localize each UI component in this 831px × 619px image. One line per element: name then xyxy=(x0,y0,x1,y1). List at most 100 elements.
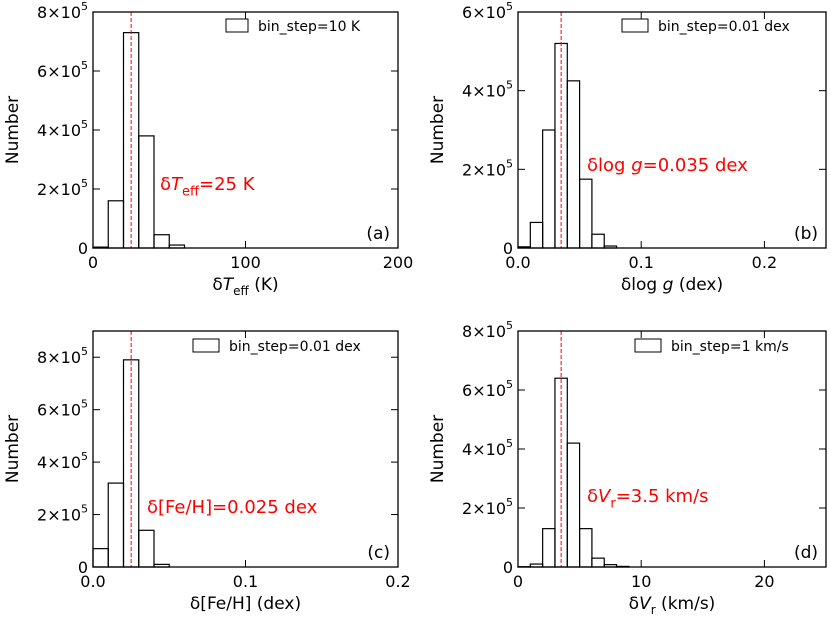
histogram-bar xyxy=(92,548,109,568)
y-tick-label: 8×105 xyxy=(37,345,88,367)
y-axis-label: Number xyxy=(3,415,23,483)
x-tick-label: 10 xyxy=(631,572,651,591)
panel-c: 0.0 0.1 0.2 0 2×105 4×105 6×105 8×105 δ[Fe/H] (d… xyxy=(3,330,411,614)
histogram-bar xyxy=(591,233,605,249)
histogram-bar xyxy=(578,178,593,249)
legend-swatch xyxy=(621,18,649,33)
label-sub: r xyxy=(610,496,616,511)
y-axis-label: Number xyxy=(428,415,448,483)
histogram-bar xyxy=(566,442,581,568)
y-tick-label: 2×105 xyxy=(462,157,513,179)
label-text: δ[Fe/H] (dex) xyxy=(190,594,301,614)
x-tick-label: 0.0 xyxy=(505,253,530,272)
axes-frame xyxy=(517,330,827,568)
median-annotation: δ[Fe/H]=0.025 dex xyxy=(147,497,318,518)
label-sub: eff xyxy=(182,184,200,199)
label-text: δ[Fe/H]=0.025 dex xyxy=(147,497,318,518)
label-sub: r xyxy=(651,603,656,617)
y-tick-label: 4×105 xyxy=(462,79,513,101)
y-tick-label: 2×105 xyxy=(37,503,88,525)
y-tick-label: 4×105 xyxy=(462,437,513,459)
x-tick-label: 200 xyxy=(383,253,414,272)
label-text: =3.5 km/s xyxy=(616,486,709,507)
x-tick-label: 0.0 xyxy=(80,572,105,591)
histogram-bar xyxy=(566,80,581,249)
y-axis-label: Number xyxy=(428,96,448,164)
x-axis-label: δTeff (K) xyxy=(212,275,278,298)
histogram-bar xyxy=(542,129,556,249)
label-var: T xyxy=(223,275,235,295)
y-tick-label: 0 xyxy=(503,558,513,577)
x-tick-label: 0 xyxy=(513,572,523,591)
label-text: δlog xyxy=(587,155,631,176)
label-text: (km/s) xyxy=(656,594,716,614)
label-var: V xyxy=(639,594,652,614)
histogram-bar xyxy=(138,529,155,568)
label-var: g xyxy=(631,155,642,176)
label-text: (dex) xyxy=(673,275,723,295)
y-tick-label: 6×105 xyxy=(462,0,513,22)
panel-label: (d) xyxy=(794,543,818,563)
label-text: (K) xyxy=(249,275,279,295)
x-axis-label: δVr (km/s) xyxy=(629,594,716,617)
median-annotation: δVr=3.5 km/s xyxy=(587,486,709,511)
histogram-bar xyxy=(529,221,544,249)
x-tick-label: 0.2 xyxy=(752,253,777,272)
y-tick-label: 2×105 xyxy=(462,496,513,518)
panel-label: (c) xyxy=(367,543,390,563)
legend-label: bin_step=1 km/s xyxy=(671,339,789,355)
histogram-bar xyxy=(138,135,155,249)
label-text: δ xyxy=(629,594,639,614)
label-var: g xyxy=(663,275,674,295)
y-tick-label: 2×105 xyxy=(37,177,88,199)
histogram-bar xyxy=(591,557,605,568)
legend-swatch xyxy=(192,338,220,353)
axes-frame xyxy=(517,11,827,249)
x-tick-label: 0.2 xyxy=(385,572,410,591)
y-tick-label: 8×105 xyxy=(37,0,88,22)
label-text: δ xyxy=(160,174,171,195)
legend-label: bin_step=0.01 dex xyxy=(229,339,361,355)
x-axis-label: δ[Fe/H] (dex) xyxy=(190,594,301,614)
x-tick-label: 0.1 xyxy=(628,253,653,272)
x-tick-label: 20 xyxy=(754,572,774,591)
label-text: =25 K xyxy=(199,174,256,195)
label-text: δ xyxy=(212,275,222,295)
y-tick-label: 4×105 xyxy=(37,118,88,140)
label-text: δ xyxy=(587,486,598,507)
x-tick-label: 100 xyxy=(230,253,261,272)
label-sub: eff xyxy=(233,284,249,298)
x-axis-label: δlog g (dex) xyxy=(621,275,723,295)
label-var: T xyxy=(171,174,184,195)
legend-swatch xyxy=(634,338,662,353)
legend-label: bin_step=10 K xyxy=(258,19,361,35)
histogram-bar xyxy=(107,482,125,568)
y-tick-label: 6×105 xyxy=(462,378,513,400)
median-annotation: δTeff=25 K xyxy=(160,174,256,199)
y-tick-label: 6×105 xyxy=(37,59,88,81)
label-text: δlog xyxy=(621,275,663,295)
y-tick-label: 4×105 xyxy=(37,450,88,472)
panel-b: 0.0 0.1 0.2 0 2×105 4×105 6×105 δlog g (dex) Num… xyxy=(428,0,827,295)
histogram-bar xyxy=(578,528,593,568)
histogram-bar xyxy=(107,200,125,249)
legend-label: bin_step=0.01 dex xyxy=(658,19,790,35)
y-tick-label: 6×105 xyxy=(37,398,88,420)
median-annotation: δlog g=0.035 dex xyxy=(587,155,748,176)
y-tick-label: 8×105 xyxy=(462,319,513,341)
x-tick-label: 0.1 xyxy=(233,572,258,591)
panel-label: (b) xyxy=(794,224,818,244)
x-tick-label: 0 xyxy=(88,253,98,272)
panel-label: (a) xyxy=(366,224,390,244)
label-var: V xyxy=(598,486,612,507)
legend-swatch xyxy=(225,18,249,33)
histogram-bar xyxy=(542,528,556,568)
y-axis-label: Number xyxy=(3,96,23,164)
y-tick-label: 0 xyxy=(78,239,88,258)
y-tick-label: 0 xyxy=(78,558,88,577)
y-tick-label: 0 xyxy=(503,239,513,258)
histogram-bar xyxy=(153,234,170,249)
